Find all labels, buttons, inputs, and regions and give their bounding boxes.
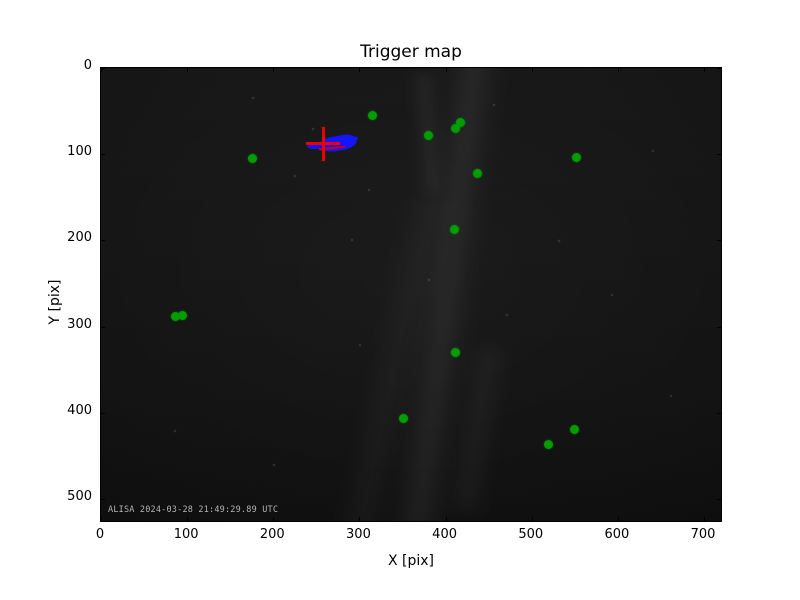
dim-star [368, 188, 371, 191]
dim-star [428, 279, 431, 282]
detected-star-marker[interactable] [248, 153, 258, 163]
y-axis-tick [717, 498, 721, 500]
dim-star [505, 313, 508, 316]
y-axis-tick [101, 412, 105, 414]
x-axis-tick [359, 517, 361, 521]
detected-star-marker[interactable] [170, 311, 180, 321]
x-axis-tick [617, 517, 619, 521]
dim-star [359, 343, 362, 346]
detected-star-marker[interactable] [367, 110, 377, 120]
dim-star [492, 104, 495, 107]
detected-star-marker[interactable] [398, 414, 408, 424]
dim-star [611, 293, 613, 296]
y-axis-label: Y [pix] [47, 279, 63, 325]
x-axis-label: X [pix] [387, 553, 435, 569]
detected-star-marker[interactable] [570, 425, 580, 435]
x-axis-tick [531, 68, 533, 72]
dim-star [669, 395, 672, 398]
detected-star-marker[interactable] [451, 347, 461, 357]
trigger-cross-vertical [321, 126, 325, 161]
dim-star [557, 240, 560, 243]
y-axis-tick [717, 412, 721, 414]
x-tick-label: 100 [173, 527, 199, 542]
page-title: Trigger map [360, 42, 462, 62]
y-axis-tick [101, 326, 105, 328]
y-axis-tick [101, 240, 105, 242]
y-axis-tick [717, 240, 721, 242]
dim-star [251, 97, 254, 100]
y-axis-tick [717, 326, 721, 328]
x-tick-label: 0 [95, 527, 105, 542]
x-axis-tick [704, 68, 706, 72]
detected-star-marker[interactable] [450, 123, 460, 133]
x-axis-tick [359, 68, 361, 72]
x-axis-tick [273, 517, 275, 521]
x-tick-label: 200 [259, 527, 285, 542]
x-axis-tick [704, 517, 706, 521]
detected-star-marker[interactable] [543, 440, 553, 450]
y-axis-tick [717, 154, 721, 156]
dim-star [652, 149, 655, 152]
x-axis-tick [273, 68, 275, 72]
sky-image [101, 68, 721, 521]
dim-star [312, 128, 315, 131]
y-axis-tick [717, 68, 721, 69]
y-axis-tick [101, 498, 105, 500]
detected-star-marker[interactable] [423, 130, 433, 140]
x-axis-tick [187, 68, 189, 72]
plot-area[interactable]: ALISA 2024-03-28 21:49:29.89 UTC [100, 67, 722, 522]
detected-star-marker[interactable] [572, 153, 582, 163]
x-axis-tick [445, 517, 447, 521]
x-tick-label: 600 [604, 527, 630, 542]
overlay-timestamp: ALISA 2024-03-28 21:49:29.89 UTC [108, 505, 279, 515]
x-axis-tick [531, 517, 533, 521]
x-axis-tick [101, 68, 102, 72]
dim-star [350, 238, 353, 241]
detected-star-marker[interactable] [455, 117, 465, 127]
dim-star [273, 464, 276, 467]
detected-star-marker[interactable] [472, 168, 482, 178]
x-tick-label: 700 [690, 527, 716, 542]
detected-star-marker[interactable] [178, 310, 188, 320]
x-tick-label: 400 [432, 527, 458, 542]
x-tick-label: 300 [346, 527, 371, 542]
x-axis-tick [187, 517, 189, 521]
detected-star-marker[interactable] [449, 224, 459, 234]
y-axis-tick [101, 154, 105, 156]
dim-star [293, 174, 296, 177]
x-tick-label: 500 [518, 527, 544, 542]
dim-star [174, 429, 177, 432]
x-axis-tick [101, 517, 102, 521]
x-axis-tick [617, 68, 619, 72]
x-axis-tick [445, 68, 447, 72]
y-axis-tick [101, 68, 105, 69]
